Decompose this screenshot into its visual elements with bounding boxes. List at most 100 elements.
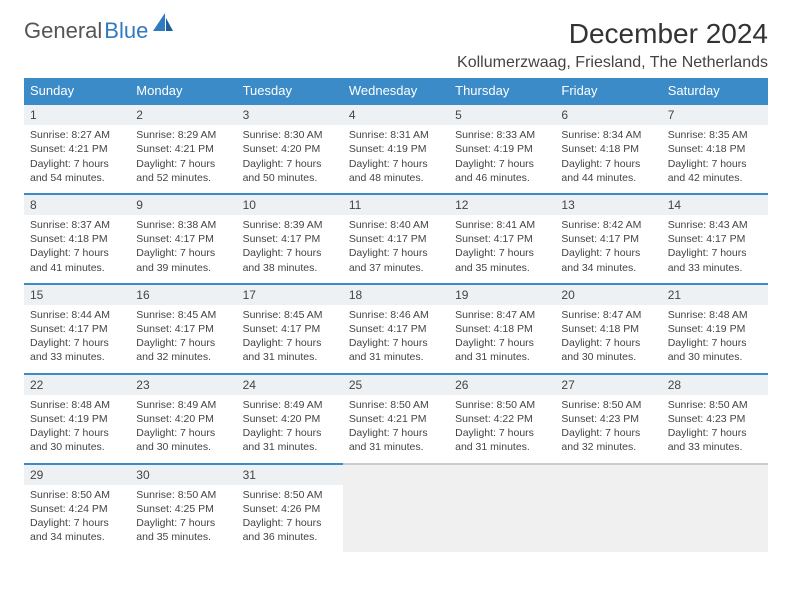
day-number: 14	[662, 195, 768, 215]
calendar-empty-cell	[555, 464, 661, 553]
daylight-text: Daylight: 7 hours and 35 minutes.	[136, 516, 230, 544]
calendar-day-cell: 3Sunrise: 8:30 AMSunset: 4:20 PMDaylight…	[237, 104, 343, 194]
sunrise-text: Sunrise: 8:42 AM	[561, 218, 655, 232]
day-header: Wednesday	[343, 78, 449, 104]
calendar-day-cell: 12Sunrise: 8:41 AMSunset: 4:17 PMDayligh…	[449, 194, 555, 284]
daylight-text: Daylight: 7 hours and 30 minutes.	[668, 336, 762, 364]
day-number: 28	[662, 375, 768, 395]
daylight-text: Daylight: 7 hours and 33 minutes.	[668, 246, 762, 274]
sunrise-text: Sunrise: 8:50 AM	[243, 488, 337, 502]
sunset-text: Sunset: 4:26 PM	[243, 502, 337, 516]
sunset-text: Sunset: 4:21 PM	[30, 142, 124, 156]
sunset-text: Sunset: 4:19 PM	[30, 412, 124, 426]
sunset-text: Sunset: 4:17 PM	[30, 322, 124, 336]
sunset-text: Sunset: 4:23 PM	[668, 412, 762, 426]
calendar-day-cell: 25 Sunrise: 8:50 AMSunset: 4:21 PMDayligh…	[343, 374, 449, 464]
brand-part1: General	[24, 18, 102, 44]
calendar-day-cell: 5Sunrise: 8:33 AMSunset: 4:19 PMDaylight…	[449, 104, 555, 194]
calendar-day-cell: 24Sunrise: 8:49 AMSunset: 4:20 PMDayligh…	[237, 374, 343, 464]
calendar-day-cell: 2Sunrise: 8:29 AMSunset: 4:21 PMDaylight…	[130, 104, 236, 194]
day-header: Monday	[130, 78, 236, 104]
calendar-day-cell: 11Sunrise: 8:40 AMSunset: 4:17 PMDayligh…	[343, 194, 449, 284]
daylight-text: Daylight: 7 hours and 34 minutes.	[561, 246, 655, 274]
calendar-day-cell: 7Sunrise: 8:35 AMSunset: 4:18 PMDaylight…	[662, 104, 768, 194]
calendar-day-cell: 14Sunrise: 8:43 AMSunset: 4:17 PMDayligh…	[662, 194, 768, 284]
daylight-text: Daylight: 7 hours and 30 minutes.	[561, 336, 655, 364]
calendar-week-row: 29Sunrise: 8:50 AMSunset: 4:24 PMDayligh…	[24, 464, 768, 553]
sunset-text: Sunset: 4:17 PM	[349, 322, 443, 336]
daylight-text: Daylight: 7 hours and 30 minutes.	[30, 426, 124, 454]
calendar-day-cell: 15Sunrise: 8:44 AMSunset: 4:17 PMDayligh…	[24, 284, 130, 374]
daylight-text: Daylight: 7 hours and 33 minutes.	[668, 426, 762, 454]
brand-logo: GeneralBlue	[24, 18, 174, 44]
day-number: 10	[237, 195, 343, 215]
day-number: 4	[343, 105, 449, 125]
daylight-text: Daylight: 7 hours and 37 minutes.	[349, 246, 443, 274]
daylight-text: Daylight: 7 hours and 36 minutes.	[243, 516, 337, 544]
calendar-day-cell: 23Sunrise: 8:49 AMSunset: 4:20 PMDayligh…	[130, 374, 236, 464]
calendar-day-cell: 27Sunrise: 8:50 AMSunset: 4:23 PMDayligh…	[555, 374, 661, 464]
day-number: 16	[130, 285, 236, 305]
day-header: Saturday	[662, 78, 768, 104]
day-number: 5	[449, 105, 555, 125]
daylight-text: Daylight: 7 hours and 31 minutes.	[243, 336, 337, 364]
page-header: GeneralBlue December 2024 Kollumerzwaag,…	[24, 18, 768, 72]
daylight-text: Daylight: 7 hours and 31 minutes.	[243, 426, 337, 454]
sunrise-text: Sunrise: 8:49 AM	[136, 398, 230, 412]
day-number: 29	[24, 465, 130, 485]
day-number: 1	[24, 105, 130, 125]
calendar-day-cell: 13 Sunrise: 8:42 AMSunset: 4:17 PMDayligh…	[555, 194, 661, 284]
sunrise-text: Sunrise: 8:50 AM	[136, 488, 230, 502]
daylight-text: Daylight: 7 hours and 32 minutes.	[561, 426, 655, 454]
day-number: 13	[555, 195, 661, 215]
sunset-text: Sunset: 4:17 PM	[561, 232, 655, 246]
sunrise-text: Sunrise: 8:50 AM	[30, 488, 124, 502]
calendar-empty-cell	[449, 464, 555, 553]
calendar-day-cell: 8Sunrise: 8:37 AMSunset: 4:18 PMDaylight…	[24, 194, 130, 284]
day-number: 6	[555, 105, 661, 125]
calendar-week-row: 22Sunrise: 8:48 AMSunset: 4:19 PMDayligh…	[24, 374, 768, 464]
sunrise-text: Sunrise: 8:40 AM	[349, 218, 443, 232]
daylight-text: Daylight: 7 hours and 48 minutes.	[349, 157, 443, 185]
day-number: 27	[555, 375, 661, 395]
sunset-text: Sunset: 4:17 PM	[243, 322, 337, 336]
title-block: December 2024 Kollumerzwaag, Friesland, …	[457, 18, 768, 72]
daylight-text: Daylight: 7 hours and 52 minutes.	[136, 157, 230, 185]
sunset-text: Sunset: 4:17 PM	[455, 232, 549, 246]
sunrise-text: Sunrise: 8:33 AM	[455, 128, 549, 142]
daylight-text: Daylight: 7 hours and 54 minutes.	[30, 157, 124, 185]
sunset-text: Sunset: 4:19 PM	[455, 142, 549, 156]
calendar-day-cell: 17Sunrise: 8:45 AMSunset: 4:17 PMDayligh…	[237, 284, 343, 374]
day-number: 25	[343, 375, 449, 395]
sunrise-text: Sunrise: 8:50 AM	[349, 398, 443, 412]
sunrise-text: Sunrise: 8:47 AM	[561, 308, 655, 322]
sunrise-text: Sunrise: 8:37 AM	[30, 218, 124, 232]
day-number: 19	[449, 285, 555, 305]
sunset-text: Sunset: 4:21 PM	[349, 412, 443, 426]
sunset-text: Sunset: 4:17 PM	[136, 232, 230, 246]
calendar-day-cell: 20Sunrise: 8:47 AMSunset: 4:18 PMDayligh…	[555, 284, 661, 374]
daylight-text: Daylight: 7 hours and 30 minutes.	[136, 426, 230, 454]
daylight-text: Daylight: 7 hours and 33 minutes.	[30, 336, 124, 364]
calendar-header-row: SundayMondayTuesdayWednesdayThursdayFrid…	[24, 78, 768, 104]
day-header: Tuesday	[237, 78, 343, 104]
calendar-day-cell: 18Sunrise: 8:46 AMSunset: 4:17 PMDayligh…	[343, 284, 449, 374]
daylight-text: Daylight: 7 hours and 32 minutes.	[136, 336, 230, 364]
logo-sail-icon	[152, 12, 174, 32]
daylight-text: Daylight: 7 hours and 31 minutes.	[349, 426, 443, 454]
sunset-text: Sunset: 4:17 PM	[243, 232, 337, 246]
calendar-day-cell: 9Sunrise: 8:38 AMSunset: 4:17 PMDaylight…	[130, 194, 236, 284]
sunrise-text: Sunrise: 8:39 AM	[243, 218, 337, 232]
sunrise-text: Sunrise: 8:35 AM	[668, 128, 762, 142]
daylight-text: Daylight: 7 hours and 35 minutes.	[455, 246, 549, 274]
sunset-text: Sunset: 4:20 PM	[136, 412, 230, 426]
sunrise-text: Sunrise: 8:48 AM	[668, 308, 762, 322]
sunset-text: Sunset: 4:19 PM	[349, 142, 443, 156]
calendar-week-row: 15Sunrise: 8:44 AMSunset: 4:17 PMDayligh…	[24, 284, 768, 374]
calendar-empty-cell	[343, 464, 449, 553]
calendar-day-cell: 19Sunrise: 8:47 AMSunset: 4:18 PMDayligh…	[449, 284, 555, 374]
calendar-day-cell: 28Sunrise: 8:50 AMSunset: 4:23 PMDayligh…	[662, 374, 768, 464]
calendar-table: SundayMondayTuesdayWednesdayThursdayFrid…	[24, 78, 768, 552]
month-title: December 2024	[457, 18, 768, 50]
calendar-empty-cell	[662, 464, 768, 553]
